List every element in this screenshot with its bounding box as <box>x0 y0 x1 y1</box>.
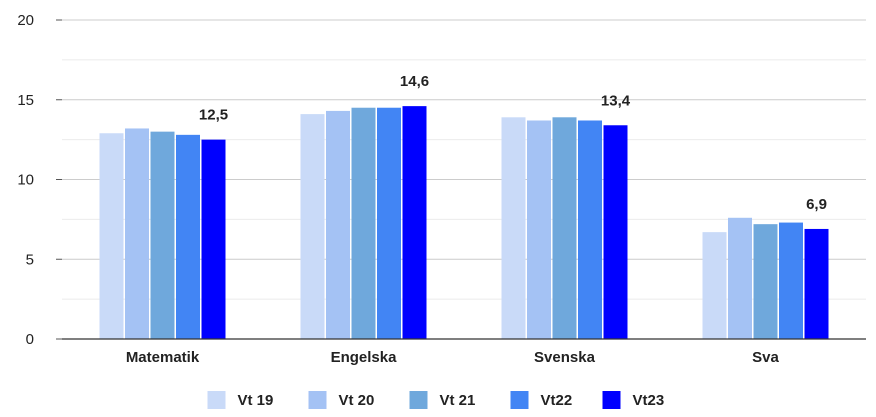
data-label: 13,4 <box>601 92 631 109</box>
bar <box>779 222 803 339</box>
legend-swatch <box>602 391 621 409</box>
bar <box>578 120 602 339</box>
data-label: 14,6 <box>400 73 429 90</box>
bar <box>753 224 778 339</box>
data-label: 12,5 <box>199 107 228 124</box>
legend-label: Vt 20 <box>339 392 375 409</box>
bar <box>201 139 226 339</box>
bar <box>402 106 427 339</box>
x-tick-label: Sva <box>752 349 779 366</box>
bar <box>326 110 350 339</box>
bar <box>552 117 577 339</box>
legend-label: Vt 19 <box>238 392 274 409</box>
bar <box>377 107 401 339</box>
legend: Vt 19 Vt 20 Vt 21 Vt22 Vt23 <box>207 391 665 409</box>
y-tick-label: 15 <box>17 92 34 109</box>
bar <box>804 228 829 339</box>
bar <box>702 232 727 339</box>
x-tick-label: Engelska <box>331 349 398 366</box>
bar <box>527 120 551 339</box>
data-labels: 12,5 14,6 13,4 6,9 <box>199 73 827 213</box>
axes: 0 5 10 15 20 Matematik Engelska Svenska Sva <box>17 12 866 366</box>
data-label: 6,9 <box>806 196 827 213</box>
bar <box>728 217 752 339</box>
x-tick-label: Svenska <box>534 349 596 366</box>
legend-swatch <box>308 391 327 409</box>
y-tick-label: 0 <box>26 331 34 348</box>
bar <box>99 133 124 339</box>
y-tick-label: 10 <box>17 172 34 189</box>
bar <box>501 117 526 339</box>
legend-label: Vt23 <box>633 392 665 409</box>
legend-swatch <box>207 391 226 409</box>
bar <box>351 107 376 339</box>
bar <box>176 134 200 339</box>
legend-swatch <box>409 391 428 409</box>
bars <box>99 106 829 340</box>
y-tick-label: 20 <box>17 12 34 29</box>
bar <box>125 128 149 339</box>
x-tick-label: Matematik <box>126 349 200 366</box>
y-tick-label: 5 <box>26 251 34 268</box>
legend-label: Vt 21 <box>440 392 476 409</box>
legend-swatch <box>510 391 529 409</box>
bar <box>603 125 628 340</box>
bar <box>300 114 325 339</box>
bar <box>150 131 175 339</box>
legend-label: Vt22 <box>541 392 573 409</box>
